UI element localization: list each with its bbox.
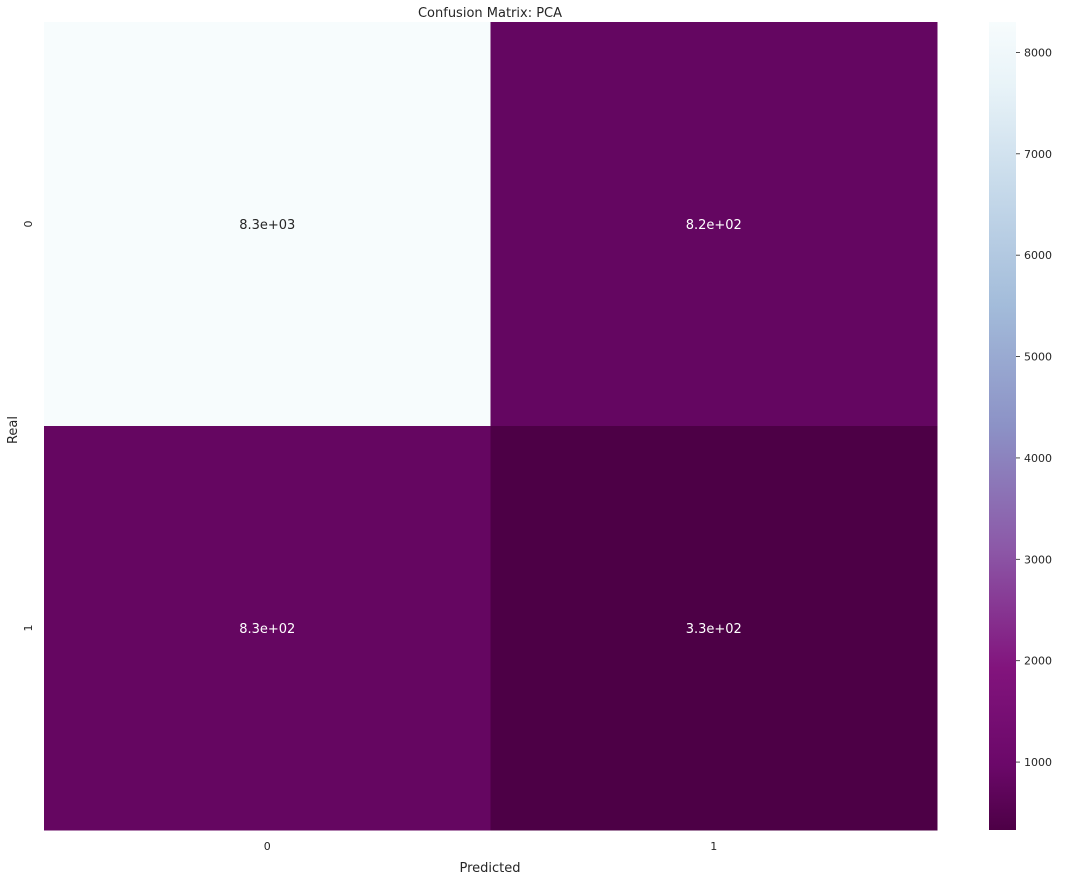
colorbar-tick-label: 6000 <box>1024 249 1052 262</box>
x-tick-label: 0 <box>264 840 271 853</box>
chart-title: Confusion Matrix: PCA <box>418 6 562 21</box>
cell-annotation: 8.3e+02 <box>239 622 295 637</box>
y-axis-ticks: 01 <box>22 221 35 632</box>
heatmap-cell <box>490 426 938 831</box>
heatmap-cell <box>44 426 491 831</box>
colorbar-tick-label: 5000 <box>1024 351 1052 364</box>
colorbar-tick-label: 8000 <box>1024 46 1052 59</box>
colorbar-tick-label: 4000 <box>1024 452 1052 465</box>
colorbar-tick-label: 3000 <box>1024 553 1052 566</box>
cell-annotation: 3.3e+02 <box>686 622 742 637</box>
y-tick-label: 1 <box>22 625 35 632</box>
x-tick-label: 1 <box>710 840 717 853</box>
y-axis-label: Real <box>6 416 21 444</box>
heatmap-cells <box>44 22 938 831</box>
cell-annotation: 8.3e+03 <box>239 218 295 233</box>
colorbar-tick-label: 2000 <box>1024 655 1052 668</box>
colorbar <box>989 22 1016 830</box>
heatmap-cell <box>490 22 938 427</box>
x-axis-label: Predicted <box>459 861 520 876</box>
y-tick-label: 0 <box>22 221 35 228</box>
heatmap-annotations: 8.3e+03 8.2e+02 8.3e+02 3.3e+02 <box>239 218 742 637</box>
colorbar-ticks: 1000 2000 3000 4000 5000 6000 7000 8000 <box>1016 46 1052 769</box>
cell-annotation: 8.2e+02 <box>686 218 742 233</box>
colorbar-tick-label: 7000 <box>1024 148 1052 161</box>
colorbar-tick-label: 1000 <box>1024 756 1052 769</box>
heatmap-cell <box>44 22 491 427</box>
